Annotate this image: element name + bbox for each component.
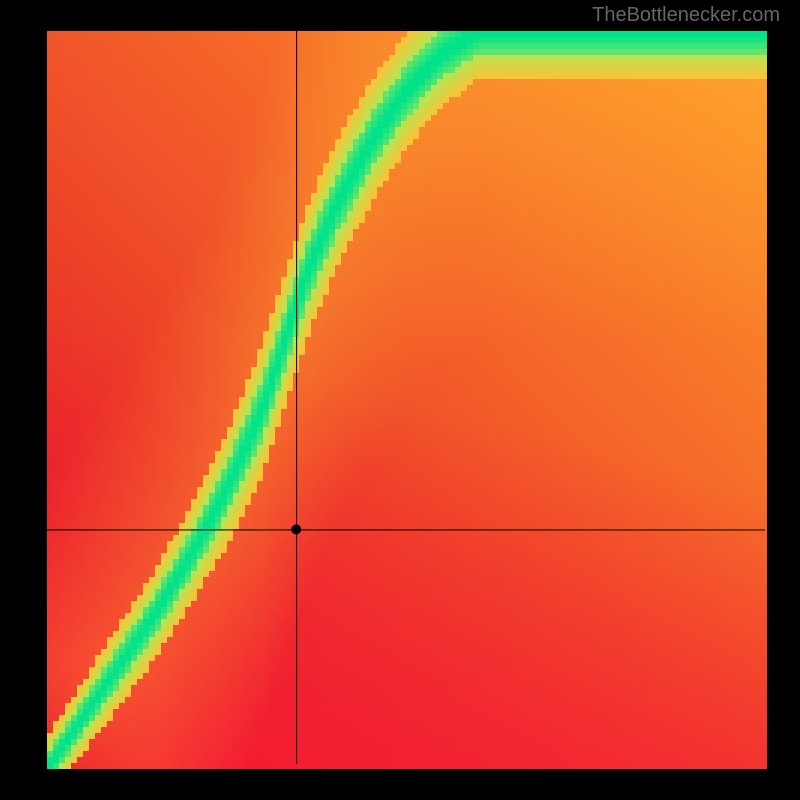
heatmap-canvas: [0, 0, 800, 800]
chart-container: TheBottlenecker.com: [0, 0, 800, 800]
watermark-text: TheBottlenecker.com: [592, 4, 780, 27]
